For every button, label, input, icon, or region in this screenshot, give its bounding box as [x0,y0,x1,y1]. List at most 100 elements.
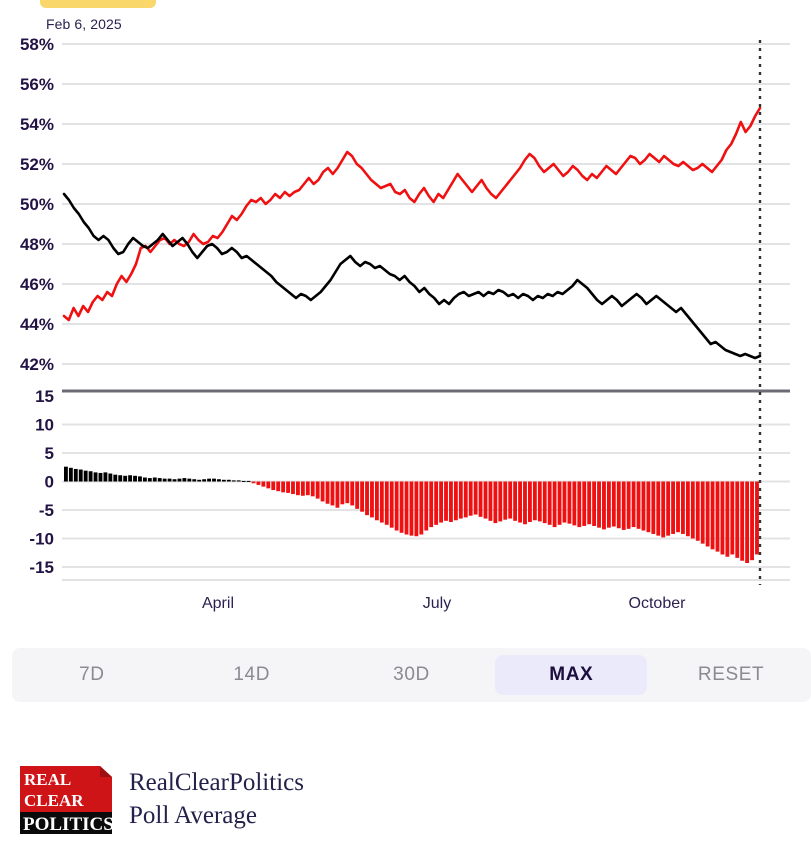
spread-bar [389,481,394,528]
range-button-7d[interactable]: 7D [79,664,105,685]
spread-bar [483,481,488,519]
spread-bar [330,481,335,506]
spread-bar [152,477,157,482]
source-attribution: REAL CLEAR POLITICS RealClearPolitics Po… [20,766,304,835]
poll-average-chart[interactable]: 58% 56% 54% 52% 50% 48% 46% 44% 42% 15 10 5 0 -5 -10 -… [0,0,811,625]
y-tick-spread: 15 [35,387,54,406]
spread-bar [320,481,325,502]
spread-bar [88,471,93,482]
spread-bar [414,481,419,537]
spread-bar [300,481,305,496]
spread-bar [291,481,295,495]
spread-bar [246,480,251,482]
spread-bar [478,481,483,517]
spread-bar [157,478,162,482]
spread-bar [325,481,330,504]
spread-bar [266,481,271,489]
spread-bar [720,481,725,555]
spread-bar [399,481,404,533]
spread-bar [419,481,424,535]
spread-bar [735,481,740,558]
spread-bar [118,475,123,482]
spread-bar [458,481,463,519]
logo-text-politics: POLITICS [23,814,112,834]
spread-bar [231,480,236,482]
spread-bar [98,472,103,482]
x-tick-july: July [423,595,451,612]
spread-bar [226,479,231,482]
spread-bar [182,478,187,482]
spread-bar [690,481,695,539]
spread-bar [518,481,522,523]
gridlines-approval [62,43,790,365]
spread-bar [488,481,493,521]
spread-bar [103,472,108,482]
spread-bar [676,481,680,533]
spread-bar [241,480,246,482]
y-tick-spread: 10 [35,416,54,435]
spread-bar [498,481,503,522]
spread-bar [646,481,651,533]
spread-bar [379,481,384,523]
y-tick-approval: 56% [20,75,54,94]
spread-bar [409,481,414,536]
y-tick-spread: 0 [45,473,54,492]
spread-bar [666,481,671,536]
spread-bar [73,468,78,482]
spread-bar [340,481,345,505]
spread-bar [370,481,374,518]
spread-bar [631,481,636,528]
spread-bar [83,470,88,482]
spread-bar [621,481,626,530]
spread-bar [221,479,226,482]
spread-bar [626,481,631,529]
logo-text-clear: CLEAR [24,791,84,810]
spread-bar [394,481,399,531]
spread-bar [310,481,315,497]
y-tick-spread: -15 [29,558,54,577]
spread-bar [236,480,241,482]
y-tick-spread: -10 [29,530,54,549]
spread-bar [281,481,286,493]
range-selector-bar[interactable]: 7D 14D 30D MAX RESET [12,648,811,702]
spread-bar [463,481,468,518]
range-button-reset[interactable]: RESET [697,664,765,685]
spread-bar [251,481,256,484]
spread-bar [276,481,281,492]
spread-bar [217,479,221,482]
spread-bar [532,481,537,521]
range-button-14d[interactable]: 14D [233,664,271,685]
spread-bar [335,481,340,508]
spread-bar [167,478,172,482]
spread-bar [345,481,350,504]
spread-bar [745,481,750,564]
spread-bar [133,475,137,482]
spread-bar [374,481,379,521]
spread-bar [597,481,601,528]
spread-bar [64,466,68,482]
spread-bar [567,481,572,524]
spread-bar [429,481,434,528]
x-tick-april: April [202,595,234,612]
spread-bar [542,481,547,524]
spread-bar [523,481,527,525]
spread-bar [138,476,142,482]
spread-bar [656,481,661,536]
range-button-30d[interactable]: 30D [393,664,430,685]
spread-bars [64,466,759,564]
realclearpolitics-logo: REAL CLEAR POLITICS [20,766,114,835]
spread-bar [147,478,152,482]
spread-bar [449,481,453,522]
spread-bar [360,481,365,512]
line-approve [62,192,762,360]
spread-bar [78,469,83,482]
spread-bar [641,481,646,531]
chart-canvas[interactable]: 58% 56% 54% 52% 50% 48% 46% 44% 42% 15 10 5 0 -5 -10 -… [0,0,811,625]
hover-date-label: Feb 6, 2025 [46,16,122,32]
spread-bar [424,481,429,531]
spread-bar [439,481,443,523]
range-button-max[interactable]: MAX [495,655,648,695]
y-tick-approval: 48% [20,235,54,254]
spread-bar [750,481,754,561]
spread-bar [261,481,266,487]
